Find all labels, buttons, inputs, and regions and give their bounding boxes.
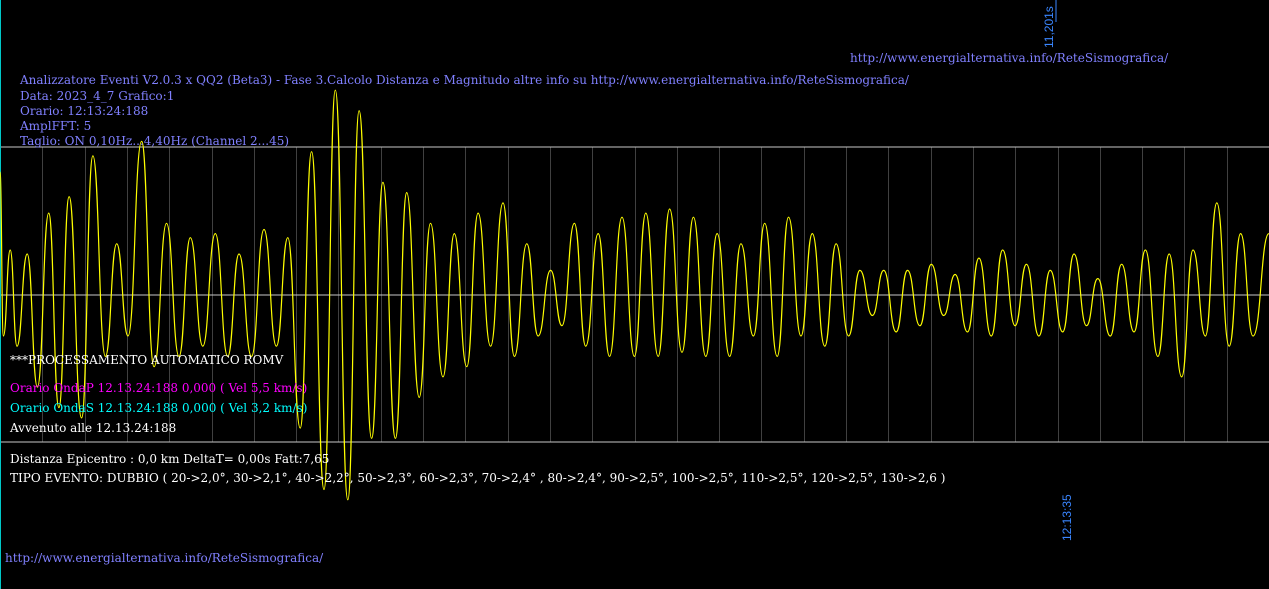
event-time: Avvenuto alle 12.13.24:188 [10,421,177,435]
url-bottom-link[interactable]: http://www.energialternativa.info/ReteSi… [5,551,324,565]
epicenter-distance: Distanza Epicentro : 0,0 km DeltaT= 0,00… [10,452,330,466]
header-date: Data: 2023_4_7 Grafico:1 [20,89,175,103]
url-top-link[interactable]: http://www.energialternativa.info/ReteSi… [850,51,1169,65]
header-amplfft: AmplFFT: 5 [20,119,92,133]
header-title: Analizzatore Eventi V2.0.3 x QQ2 (Beta3)… [20,73,909,87]
time-end-label: 12:13:35 [1060,494,1074,541]
duration-label: 11,201s [1042,6,1056,48]
header-time: Orario: 12:13:24:188 [20,104,149,118]
header-filter: Taglio: ON 0,10Hz...4,40Hz (Channel 2...… [20,134,290,148]
seismic-trace [0,89,1269,501]
onda-p-time: Orario OndaP 12.13.24:188 0,000 ( Vel 5,… [10,381,308,395]
onda-s-time: Orario OndaS 12.13.24:188 0,000 ( Vel 3,… [10,401,308,415]
event-type: TIPO EVENTO: DUBBIO ( 20->2,0°, 30->2,1°… [10,471,946,485]
processing-title: ***PROCESSAMENTO AUTOMATICO ROMV [10,353,284,367]
